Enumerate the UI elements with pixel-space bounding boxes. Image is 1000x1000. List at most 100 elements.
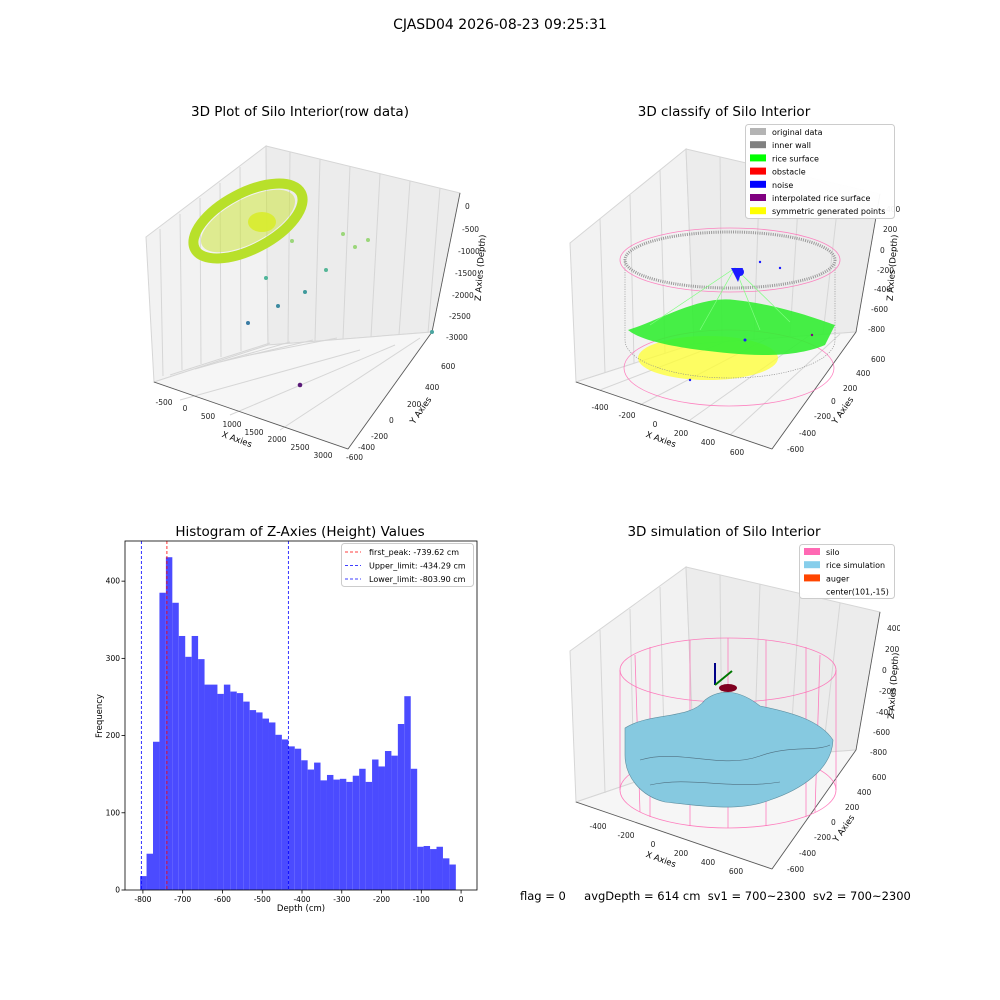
histogram-x-tick-label: -200 bbox=[373, 895, 390, 904]
legend-swatch bbox=[750, 128, 766, 135]
simulation-z-tick: -400 bbox=[876, 708, 893, 717]
avg-depth-value: avgDepth = 614 cm bbox=[584, 889, 701, 903]
legend-label: noise bbox=[772, 181, 793, 190]
histogram-bar bbox=[391, 755, 398, 890]
raw-z-ticks: 0 -500 -1000 -1500 -2000 -2500 -3000 bbox=[446, 202, 480, 342]
raw-point bbox=[366, 238, 370, 242]
classify-y-tick: 600 bbox=[871, 355, 886, 364]
rice-surface-points bbox=[628, 299, 835, 355]
classify-x-label: X Axies bbox=[644, 430, 677, 450]
histogram-bar bbox=[249, 710, 257, 890]
histogram-bar bbox=[153, 741, 160, 890]
inner-wall-top bbox=[623, 230, 837, 290]
histogram-bar bbox=[378, 766, 385, 890]
classify-y-tick: -600 bbox=[787, 445, 804, 454]
histogram-legend: first_peak: -739.62 cm Upper_limit: -434.… bbox=[341, 543, 474, 587]
histogram-bar bbox=[185, 656, 192, 890]
legend-label: original data bbox=[772, 128, 823, 137]
histogram-bar bbox=[397, 723, 405, 890]
raw-x-tick: 2500 bbox=[290, 443, 309, 452]
histogram-bar bbox=[449, 864, 456, 890]
simulation-objects bbox=[619, 637, 837, 829]
histogram-bar bbox=[333, 779, 340, 890]
simulation-legend: silo rice simulation auger center(101,-15) bbox=[799, 544, 895, 599]
legend-swatch bbox=[750, 194, 766, 201]
raw-x-tick: 2000 bbox=[267, 435, 286, 444]
histogram-y-tick-label: 400 bbox=[106, 577, 121, 586]
simulation-y-tick: 400 bbox=[857, 788, 872, 797]
histogram-y-tick-label: 100 bbox=[106, 808, 121, 817]
raw-x-tick: -500 bbox=[155, 398, 172, 407]
histogram-y-tick-label: 300 bbox=[106, 654, 121, 663]
raw-y-tick: 400 bbox=[425, 383, 440, 392]
raw-point bbox=[276, 304, 280, 308]
simulation-3d-plot: -400 -200 0 200 400 600 X Axies 600 400 … bbox=[569, 566, 900, 876]
figure-title: CJASD04 2026-08-23 09:25:31 bbox=[393, 17, 607, 33]
simulation-y-tick: 600 bbox=[872, 773, 887, 782]
histogram-x-tick-label: -100 bbox=[413, 895, 430, 904]
inner-wall-points bbox=[624, 260, 836, 379]
simulation-x-tick: 0 bbox=[651, 840, 656, 849]
histogram-bar bbox=[178, 635, 186, 890]
raw-z-tick: -1500 bbox=[455, 269, 477, 278]
histogram-legend-label: Upper_limit: -434.29 cm bbox=[369, 562, 466, 571]
histogram-bar bbox=[320, 780, 327, 890]
legend-swatch bbox=[750, 141, 766, 149]
simulation-y-tick: 200 bbox=[845, 803, 860, 812]
classify-points bbox=[619, 227, 841, 407]
raw-y-tick: -200 bbox=[371, 432, 388, 441]
histogram-bar bbox=[352, 775, 360, 890]
noise-point bbox=[688, 378, 692, 382]
raw-point bbox=[430, 330, 434, 334]
histogram-bar bbox=[159, 592, 166, 890]
silo-top-ring bbox=[619, 227, 841, 293]
legend-label: rice surface bbox=[772, 154, 819, 163]
raw-y-tick: 600 bbox=[441, 362, 456, 371]
raw-point bbox=[303, 290, 307, 294]
flag-value: flag = 0 bbox=[520, 889, 566, 903]
rice-simulation-surface bbox=[624, 691, 834, 808]
classify-x-ticks: -400 -200 0 200 400 600 bbox=[591, 403, 744, 457]
histogram-bar bbox=[365, 781, 373, 890]
classify-x-tick: -400 bbox=[591, 403, 608, 412]
histogram-bar bbox=[346, 781, 353, 890]
raw-z-tick: -2500 bbox=[449, 312, 471, 321]
histogram-legend-label: Lower_limit: -803.90 cm bbox=[369, 575, 466, 584]
raw-z-tick: -2000 bbox=[452, 291, 474, 300]
histogram-x-tick-label: -600 bbox=[214, 895, 231, 904]
simulation-y-tick: -600 bbox=[787, 865, 804, 874]
legend-swatch bbox=[750, 167, 766, 175]
simulation-legend-frame bbox=[799, 544, 895, 599]
sv1-value: sv1 = 700~2300 bbox=[707, 889, 806, 903]
simulation-y-tick: -400 bbox=[799, 849, 816, 858]
interpolated-point bbox=[810, 333, 814, 337]
raw-point bbox=[353, 245, 357, 249]
raw-point bbox=[246, 321, 250, 325]
classify-y-tick: 400 bbox=[856, 369, 871, 378]
classify-z-tick: 0 bbox=[880, 246, 885, 255]
histogram-bar bbox=[281, 739, 289, 890]
histogram-legend-label: first_peak: -739.62 cm bbox=[369, 548, 459, 557]
legend-swatch bbox=[804, 574, 820, 582]
histogram-bar bbox=[204, 684, 211, 890]
simulation-x-tick: -200 bbox=[617, 831, 634, 840]
histogram-bar bbox=[223, 684, 231, 890]
classify-y-tick: -400 bbox=[799, 429, 816, 438]
classify-x-tick: 200 bbox=[674, 429, 689, 438]
legend-label: interpolated rice surface bbox=[772, 194, 870, 203]
legend-label: rice simulation bbox=[826, 561, 885, 570]
histogram-bar bbox=[198, 659, 205, 890]
histogram-bar bbox=[314, 762, 321, 890]
histogram-bar bbox=[268, 722, 276, 890]
legend-swatch bbox=[804, 548, 820, 555]
raw-z-tick: -3000 bbox=[446, 333, 468, 342]
histogram-legend-entries: first_peak: -739.62 cm Upper_limit: -434.… bbox=[345, 548, 466, 584]
histogram-bar bbox=[256, 712, 263, 890]
noise-cluster-point bbox=[736, 268, 744, 276]
classify-y-ticks: 600 400 200 0 -200 -400 -600 bbox=[787, 355, 886, 454]
raw-y-ticks: 600 400 200 0 -200 -400 -600 bbox=[346, 362, 456, 462]
raw-3d-plot: -500 0 500 1000 1500 2000 2500 3000 X Ax… bbox=[145, 145, 488, 462]
histogram-y-ticks: 0 100 200 300 400 bbox=[106, 577, 125, 895]
histogram-bar bbox=[191, 635, 199, 890]
raw-z-tick: -1000 bbox=[458, 247, 480, 256]
